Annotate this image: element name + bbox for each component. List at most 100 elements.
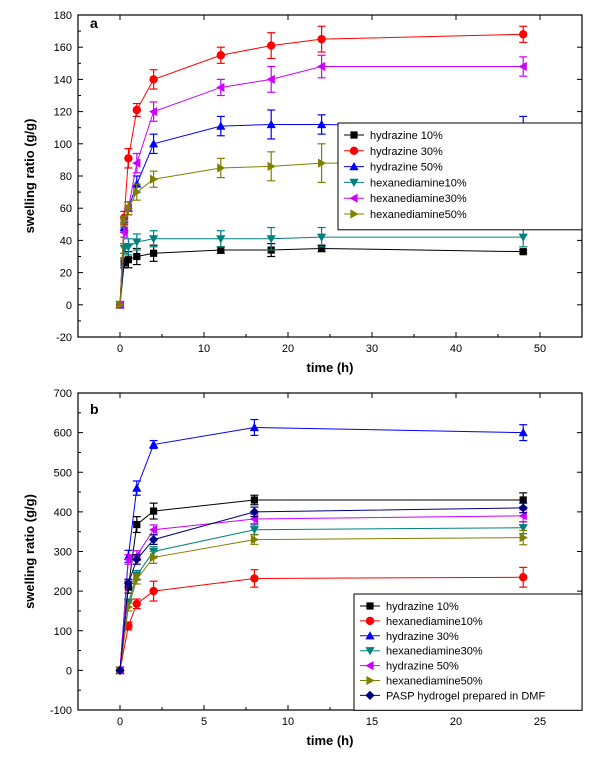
x-tick-label: 0 bbox=[117, 343, 123, 355]
series-line bbox=[119, 537, 524, 671]
data-point bbox=[317, 119, 327, 129]
y-tick-label: 120 bbox=[54, 107, 72, 119]
legend-item: hydrazine 10% bbox=[344, 130, 443, 142]
legend-marker bbox=[365, 661, 374, 671]
data-point bbox=[519, 30, 528, 39]
y-tick-label: 40 bbox=[60, 235, 72, 247]
legend-item: hexanediamine30% bbox=[344, 193, 467, 205]
data-point bbox=[519, 533, 528, 543]
data-point bbox=[518, 524, 528, 533]
legend-label: hydrazine 50% bbox=[386, 661, 459, 673]
data-point bbox=[518, 233, 528, 242]
data-point bbox=[216, 51, 225, 60]
series-line bbox=[119, 507, 524, 671]
series-0 bbox=[116, 243, 528, 309]
data-point bbox=[132, 105, 141, 115]
panel-label: a bbox=[90, 15, 98, 31]
data-point bbox=[149, 107, 158, 117]
data-point bbox=[267, 41, 276, 50]
x-tick-label: 5 bbox=[201, 716, 207, 728]
data-point bbox=[123, 554, 132, 565]
x-tick-label: 10 bbox=[282, 716, 294, 728]
legend-box bbox=[337, 122, 583, 231]
data-point bbox=[150, 174, 159, 184]
data-point bbox=[266, 119, 276, 129]
chart-panel-a: -20 0 20 40 60 80 100 120 140 160 180 0 10 20 30 40 50 ti… bbox=[22, 10, 583, 375]
legend-marker bbox=[365, 631, 375, 640]
data-point bbox=[250, 535, 259, 545]
data-point bbox=[150, 507, 158, 515]
data-point bbox=[216, 82, 225, 93]
legend-marker bbox=[365, 647, 375, 656]
legend-label: hexanediamine50% bbox=[370, 209, 467, 221]
y-tick-label: 60 bbox=[60, 203, 72, 215]
data-point bbox=[120, 216, 129, 226]
legend-item: hexanediamine50% bbox=[344, 209, 467, 221]
data-point bbox=[519, 573, 528, 582]
data-point bbox=[317, 34, 326, 44]
legend-marker bbox=[349, 146, 359, 155]
legend-label: hexanediamine10% bbox=[370, 177, 467, 189]
legend-label: hexanediamine10% bbox=[386, 616, 483, 628]
y-tick-label: 0 bbox=[66, 300, 72, 312]
data-point bbox=[149, 586, 158, 596]
legend-marker bbox=[349, 178, 359, 187]
data-point bbox=[250, 574, 259, 583]
data-point bbox=[518, 428, 528, 437]
x-axis-label: time (h) bbox=[307, 733, 354, 748]
data-point bbox=[124, 203, 133, 213]
data-point bbox=[250, 496, 258, 504]
panel-label: b bbox=[90, 401, 99, 417]
y-tick-label: 200 bbox=[54, 586, 72, 598]
legend-item: hydrazine 50% bbox=[344, 162, 443, 174]
data-point bbox=[133, 520, 141, 529]
data-point bbox=[124, 602, 133, 612]
data-point bbox=[132, 238, 142, 247]
x-tick-label: 0 bbox=[117, 716, 123, 728]
x-tick-label: 40 bbox=[450, 343, 462, 355]
series-3 bbox=[115, 226, 528, 310]
data-point bbox=[132, 158, 141, 168]
y-tick-label: 100 bbox=[54, 626, 72, 638]
legend-marker bbox=[365, 616, 375, 626]
data-point bbox=[217, 163, 226, 173]
y-tick-label: -20 bbox=[56, 332, 72, 344]
legend-marker bbox=[366, 675, 375, 686]
data-point bbox=[150, 249, 158, 257]
data-point bbox=[216, 121, 226, 130]
legend-label: PASP hydrogel prepared in DMF bbox=[386, 690, 545, 702]
y-axis-label: swelling ratio (g/g) bbox=[22, 494, 37, 609]
data-point bbox=[149, 235, 159, 244]
y-tick-label: 160 bbox=[54, 42, 72, 54]
data-point bbox=[249, 507, 259, 517]
data-point bbox=[217, 246, 225, 254]
series-6 bbox=[115, 502, 528, 675]
series-5 bbox=[116, 529, 528, 675]
data-point bbox=[133, 187, 142, 197]
y-tick-label: 0 bbox=[66, 665, 72, 677]
data-point bbox=[318, 244, 326, 253]
data-point bbox=[149, 535, 159, 545]
data-point bbox=[519, 496, 527, 504]
y-tick-label: 400 bbox=[54, 507, 72, 519]
y-axis-label: swelling ratio (g/g) bbox=[22, 119, 37, 234]
legend: hydrazine 10% hexanediamine10% hydrazine 3… bbox=[353, 593, 583, 711]
legend-item: hydrazine 30% bbox=[360, 631, 459, 643]
data-point bbox=[518, 61, 527, 72]
data-point bbox=[518, 511, 527, 521]
chart-panel-b: -100 0 100 200 300 400 500 600 700 0 5 10 15 20 25 time… bbox=[22, 388, 583, 748]
y-tick-label: 140 bbox=[54, 74, 72, 86]
legend-label: hydrazine 10% bbox=[386, 601, 459, 613]
x-tick-label: 20 bbox=[282, 343, 294, 355]
x-tick-label: 15 bbox=[366, 716, 378, 728]
legend-item: hexanediamine10% bbox=[360, 616, 483, 628]
y-tick-label: 300 bbox=[54, 547, 72, 559]
x-tick-label: 10 bbox=[198, 343, 210, 355]
legend-label: hexanediamine50% bbox=[386, 676, 483, 688]
data-point bbox=[116, 300, 125, 310]
legend-item: hydrazine 10% bbox=[360, 601, 459, 613]
legend-item: hexanediamine10% bbox=[344, 177, 467, 189]
legend-box bbox=[353, 593, 583, 711]
legend-item: hexanediamine30% bbox=[360, 646, 483, 658]
data-point bbox=[149, 439, 159, 449]
